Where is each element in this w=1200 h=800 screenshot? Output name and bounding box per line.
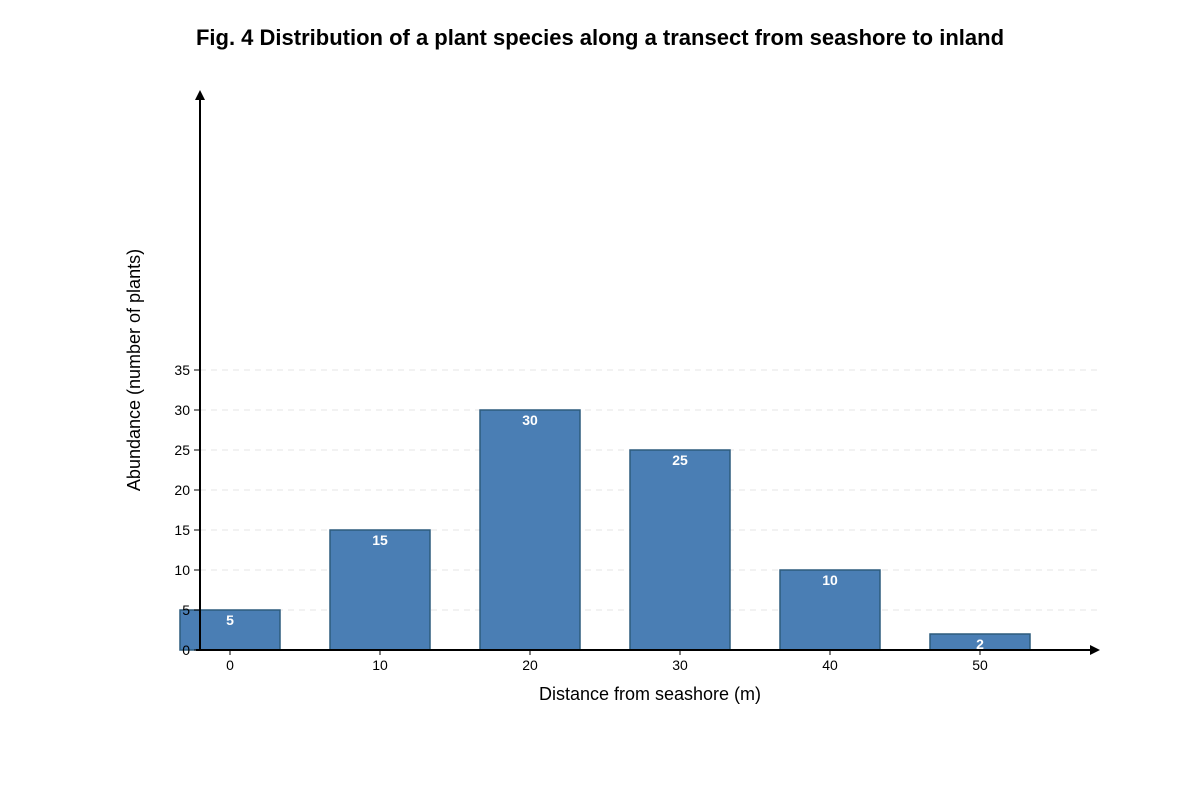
axes: [195, 90, 1100, 655]
x-tick-label-20: 20: [522, 657, 538, 673]
y-axis-ticks: 0 5 10 15 20 25 30 35: [174, 362, 200, 658]
y-tick-label-0: 0: [182, 642, 190, 658]
data-label-0: 5: [226, 612, 234, 628]
y-axis-arrow: [195, 90, 205, 100]
bar-20: [479, 409, 581, 651]
y-tick-label-20: 20: [174, 482, 190, 498]
data-label-20: 30: [522, 412, 538, 428]
y-tick-label-15: 15: [174, 522, 190, 538]
y-tick-label-25: 25: [174, 442, 190, 458]
bar-0: [179, 609, 281, 651]
x-tick-label-40: 40: [822, 657, 838, 673]
y-axis-title: Abundance (number of plants): [124, 249, 144, 491]
bar-30: [629, 449, 731, 651]
y-tick-label-30: 30: [174, 402, 190, 418]
y-tick-label-35: 35: [174, 362, 190, 378]
bar-10: [329, 529, 431, 651]
x-tick-label-50: 50: [972, 657, 988, 673]
y-tick-label-10: 10: [174, 562, 190, 578]
x-axis-ticks: 0 10 20 30 40 50: [226, 650, 988, 673]
grid-lines: [200, 369, 1100, 611]
bars: [179, 409, 1031, 651]
data-labels: 5 15 30 25 10 2: [226, 412, 984, 652]
data-label-30: 25: [672, 452, 688, 468]
y-tick-label-5: 5: [182, 602, 190, 618]
data-label-10: 15: [372, 532, 388, 548]
data-label-40: 10: [822, 572, 838, 588]
bar-40: [779, 569, 881, 651]
chart-title: Fig. 4 Distribution of a plant species a…: [196, 25, 1004, 50]
data-label-50: 2: [976, 636, 984, 652]
x-axis-title: Distance from seashore (m): [539, 684, 761, 704]
x-axis-arrow: [1090, 645, 1100, 655]
x-tick-label-10: 10: [372, 657, 388, 673]
x-tick-label-0: 0: [226, 657, 234, 673]
x-tick-label-30: 30: [672, 657, 688, 673]
